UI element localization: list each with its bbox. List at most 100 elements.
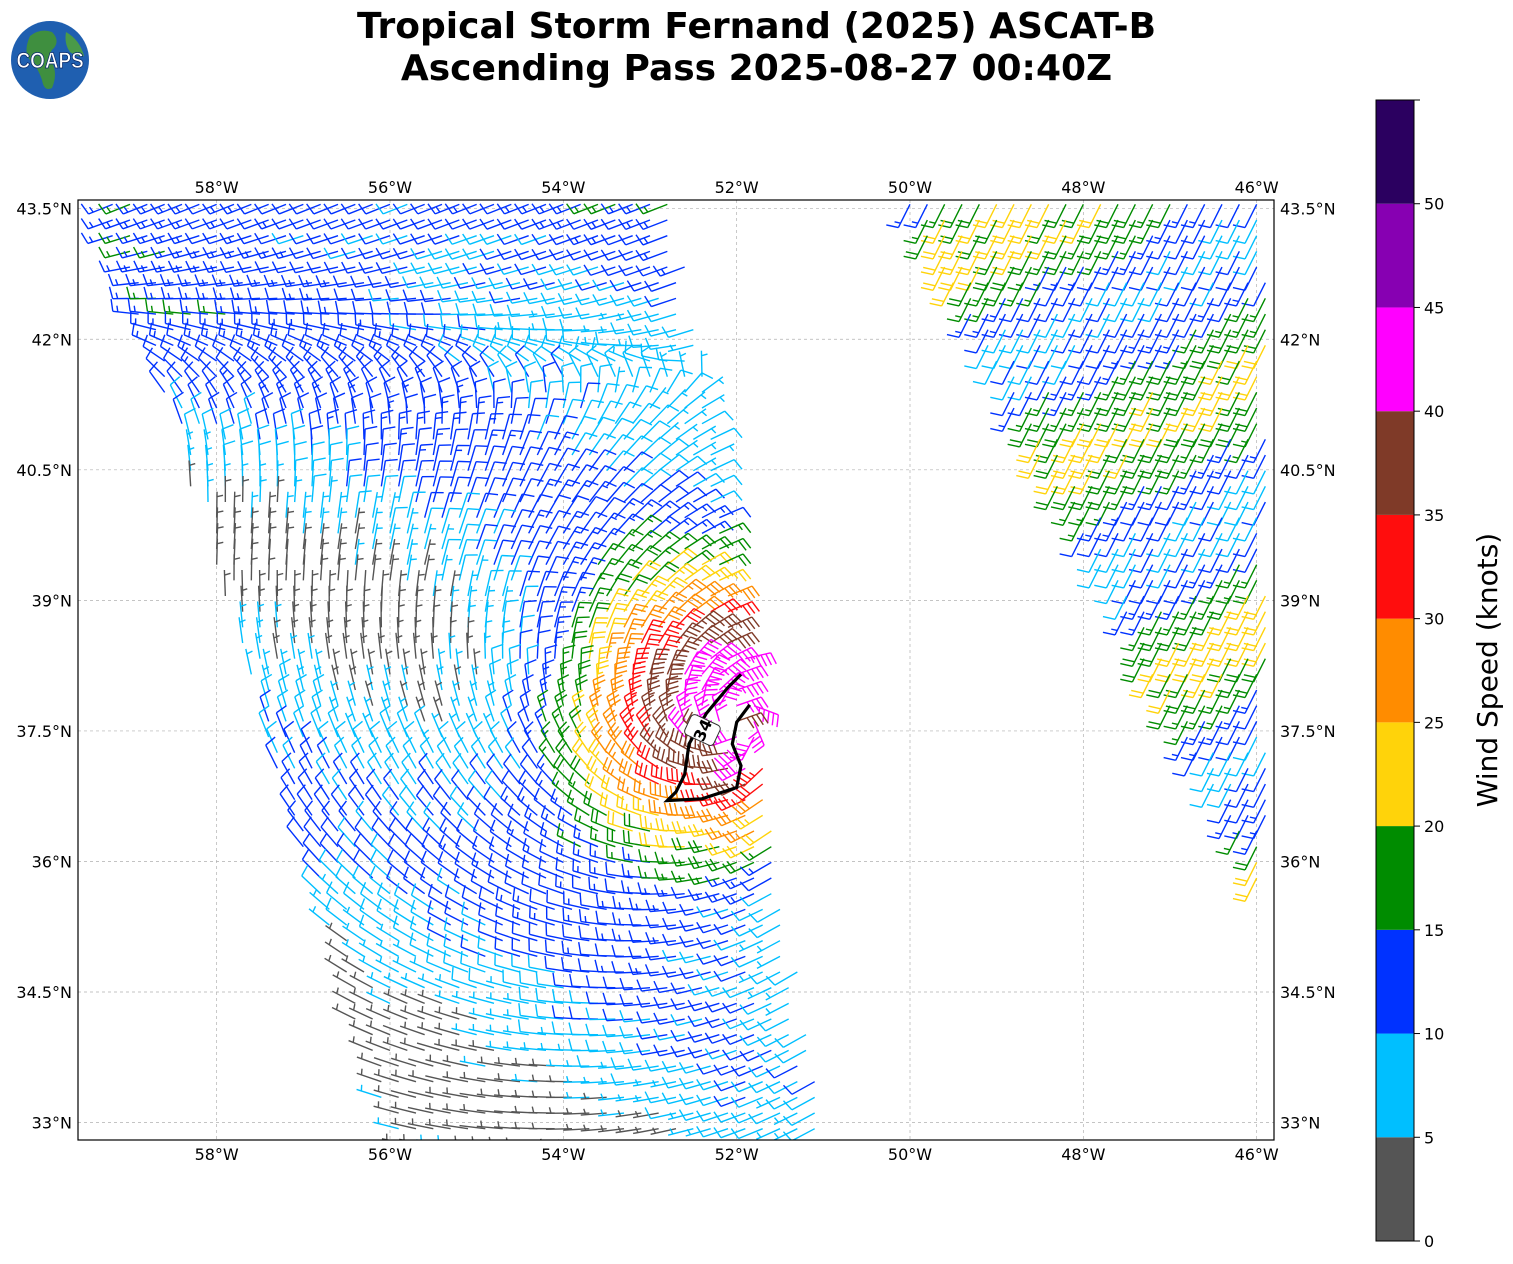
wind-barb — [396, 360, 408, 393]
wind-barb — [677, 1144, 702, 1151]
coaps-logo: COAPS — [11, 21, 89, 99]
wind-barb — [224, 476, 232, 503]
wind-barb — [775, 1144, 806, 1156]
wind-barb — [390, 1117, 417, 1130]
wind-barb — [336, 832, 356, 863]
wind-barb — [713, 970, 746, 982]
wind-barb — [1241, 815, 1266, 840]
wind-barb — [1224, 627, 1249, 652]
wind-barb — [1180, 689, 1206, 714]
wind-barb — [468, 360, 481, 393]
wind-barb — [330, 680, 339, 706]
wind-barb — [1232, 407, 1258, 432]
wind-barb — [713, 1064, 746, 1076]
wind-barb — [397, 601, 405, 628]
wind-barb — [990, 204, 1015, 229]
wind-barb — [489, 304, 521, 317]
wind-barb — [381, 784, 400, 816]
wind-barb — [1241, 501, 1266, 526]
wind-barb — [1120, 486, 1145, 511]
wind-barb — [327, 601, 331, 628]
wind-barb — [1085, 439, 1110, 464]
wind-barb — [496, 218, 529, 230]
wind-barb — [1146, 360, 1171, 385]
wind-barb — [458, 492, 480, 518]
wind-barb — [418, 664, 427, 691]
wind-barb — [1102, 454, 1128, 479]
wind-barb — [427, 218, 460, 230]
wind-barb — [684, 408, 708, 425]
wind-barb — [679, 919, 711, 932]
wind-barb — [519, 570, 540, 597]
wind-barb — [1232, 204, 1258, 229]
wind-barb — [1042, 219, 1067, 244]
wind-barb — [306, 203, 339, 215]
wind-barb — [622, 829, 651, 848]
wind-barb — [1232, 877, 1258, 902]
wind-barb — [313, 664, 322, 691]
wind-barb — [467, 601, 476, 628]
wind-barb — [309, 889, 330, 910]
wind-barb — [1206, 815, 1232, 840]
wind-barb — [981, 329, 1006, 354]
wind-barb — [396, 617, 404, 644]
wind-barb — [636, 741, 660, 769]
wind-barb — [556, 823, 581, 848]
wind-barb — [453, 868, 478, 895]
wind-barb — [584, 773, 608, 801]
wind-barb — [1085, 329, 1110, 354]
wind-barb — [1198, 204, 1223, 229]
wind-barb — [1180, 376, 1206, 401]
wind-barb — [250, 491, 259, 518]
wind-barb — [658, 454, 690, 472]
wind-barb — [389, 523, 401, 550]
wind-barb — [436, 276, 469, 289]
wind-barb — [920, 266, 946, 291]
wind-barb — [1224, 454, 1249, 479]
wind-barb — [150, 246, 183, 259]
wind-barb — [652, 744, 677, 769]
wind-barb — [606, 587, 631, 613]
wind-barb — [644, 1059, 677, 1072]
wind-barb — [275, 705, 287, 738]
wind-barb — [1146, 533, 1171, 558]
wind-barb — [184, 246, 217, 259]
wind-barb — [1033, 282, 1058, 307]
wind-barb — [273, 617, 281, 644]
wind-barb — [256, 601, 265, 628]
wind-barb — [449, 444, 470, 471]
wind-barb — [531, 203, 564, 215]
wind-barb — [410, 233, 443, 245]
wind-barb — [400, 989, 425, 1005]
wind-barb — [1232, 862, 1258, 887]
wind-barb — [392, 262, 425, 275]
wind-barb — [316, 736, 330, 769]
wind-barb — [536, 430, 561, 456]
wind-barb — [325, 922, 348, 942]
wind-barb — [467, 570, 479, 597]
wind-barb — [241, 476, 250, 503]
wind-barb — [536, 414, 560, 440]
wind-barb — [302, 832, 322, 863]
wind-barb — [1128, 407, 1154, 432]
wind-barb — [350, 288, 382, 302]
title-line-2: Ascending Pass 2025-08-27 00:40Z — [400, 48, 1113, 89]
globe-land-shape — [26, 30, 57, 90]
wind-barb — [288, 218, 321, 230]
wind-barb — [254, 408, 268, 440]
wind-barb — [202, 232, 235, 245]
wind-barb — [373, 1101, 399, 1114]
wind-barb — [623, 588, 650, 613]
wind-barb — [1198, 392, 1223, 417]
wind-barb — [990, 360, 1015, 385]
wind-barb — [453, 664, 462, 691]
wind-barb — [380, 426, 396, 456]
wind-barb — [285, 523, 295, 550]
wind-barb — [399, 1134, 407, 1140]
wind-barb — [701, 520, 734, 534]
colorbar-tick-label: 30 — [1424, 610, 1444, 629]
wind-barb — [409, 916, 434, 942]
wind-barb — [458, 539, 479, 565]
wind-barb — [293, 570, 302, 597]
wind-barb — [692, 457, 717, 472]
